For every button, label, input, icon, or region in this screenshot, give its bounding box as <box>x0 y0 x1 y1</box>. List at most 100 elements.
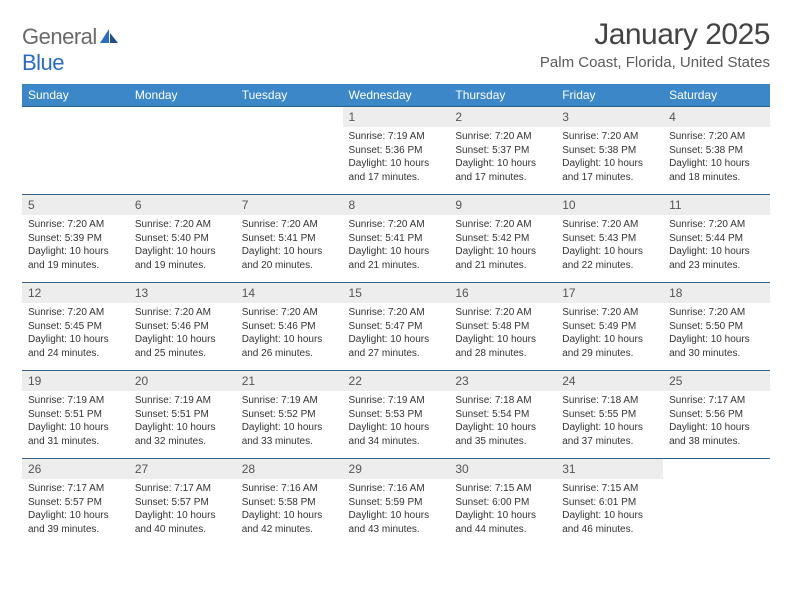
sunset-line: Sunset: 5:48 PM <box>455 320 550 334</box>
day-number: 20 <box>129 371 236 391</box>
day-number: 11 <box>663 195 770 215</box>
calendar-day-cell: 9Sunrise: 7:20 AMSunset: 5:42 PMDaylight… <box>449 195 556 283</box>
day-data: Sunrise: 7:17 AMSunset: 5:57 PMDaylight:… <box>22 479 129 540</box>
calendar-day-cell: 16Sunrise: 7:20 AMSunset: 5:48 PMDayligh… <box>449 283 556 371</box>
sunrise-line: Sunrise: 7:20 AM <box>669 306 764 320</box>
calendar-day-cell: 30Sunrise: 7:15 AMSunset: 6:00 PMDayligh… <box>449 459 556 547</box>
day-number: 14 <box>236 283 343 303</box>
calendar-day-cell: 18Sunrise: 7:20 AMSunset: 5:50 PMDayligh… <box>663 283 770 371</box>
sunset-line: Sunset: 5:37 PM <box>455 144 550 158</box>
logo-text-gray: General <box>22 24 97 49</box>
daylight-line: Daylight: 10 hours and 40 minutes. <box>135 509 230 536</box>
calendar-body: 1Sunrise: 7:19 AMSunset: 5:36 PMDaylight… <box>22 107 770 547</box>
day-data: Sunrise: 7:20 AMSunset: 5:45 PMDaylight:… <box>22 303 129 364</box>
sunrise-line: Sunrise: 7:20 AM <box>455 218 550 232</box>
day-data: Sunrise: 7:20 AMSunset: 5:39 PMDaylight:… <box>22 215 129 276</box>
daylight-line: Daylight: 10 hours and 37 minutes. <box>562 421 657 448</box>
calendar-day-cell: 31Sunrise: 7:15 AMSunset: 6:01 PMDayligh… <box>556 459 663 547</box>
sunrise-line: Sunrise: 7:20 AM <box>242 306 337 320</box>
daylight-line: Daylight: 10 hours and 35 minutes. <box>455 421 550 448</box>
day-data: Sunrise: 7:20 AMSunset: 5:41 PMDaylight:… <box>236 215 343 276</box>
title-block: January 2025 Palm Coast, Florida, United… <box>540 18 770 71</box>
daylight-line: Daylight: 10 hours and 33 minutes. <box>242 421 337 448</box>
calendar-day-cell: 24Sunrise: 7:18 AMSunset: 5:55 PMDayligh… <box>556 371 663 459</box>
sunset-line: Sunset: 5:38 PM <box>669 144 764 158</box>
day-data: Sunrise: 7:19 AMSunset: 5:52 PMDaylight:… <box>236 391 343 452</box>
weekday-header: Friday <box>556 84 663 107</box>
sunrise-line: Sunrise: 7:16 AM <box>242 482 337 496</box>
day-number: 23 <box>449 371 556 391</box>
sunrise-line: Sunrise: 7:20 AM <box>455 130 550 144</box>
daylight-line: Daylight: 10 hours and 17 minutes. <box>455 157 550 184</box>
calendar-week-row: 5Sunrise: 7:20 AMSunset: 5:39 PMDaylight… <box>22 195 770 283</box>
day-data: Sunrise: 7:19 AMSunset: 5:51 PMDaylight:… <box>22 391 129 452</box>
day-number: 4 <box>663 107 770 127</box>
daylight-line: Daylight: 10 hours and 17 minutes. <box>349 157 444 184</box>
sunrise-line: Sunrise: 7:16 AM <box>349 482 444 496</box>
calendar-week-row: 26Sunrise: 7:17 AMSunset: 5:57 PMDayligh… <box>22 459 770 547</box>
calendar-day-cell: 15Sunrise: 7:20 AMSunset: 5:47 PMDayligh… <box>343 283 450 371</box>
calendar-day-cell: 29Sunrise: 7:16 AMSunset: 5:59 PMDayligh… <box>343 459 450 547</box>
sunset-line: Sunset: 5:44 PM <box>669 232 764 246</box>
sunset-line: Sunset: 5:43 PM <box>562 232 657 246</box>
daylight-line: Daylight: 10 hours and 32 minutes. <box>135 421 230 448</box>
weekday-header: Thursday <box>449 84 556 107</box>
day-data: Sunrise: 7:20 AMSunset: 5:37 PMDaylight:… <box>449 127 556 188</box>
daylight-line: Daylight: 10 hours and 21 minutes. <box>349 245 444 272</box>
sunset-line: Sunset: 5:46 PM <box>135 320 230 334</box>
day-number: 30 <box>449 459 556 479</box>
calendar-day-cell: 8Sunrise: 7:20 AMSunset: 5:41 PMDaylight… <box>343 195 450 283</box>
calendar-day-cell: 6Sunrise: 7:20 AMSunset: 5:40 PMDaylight… <box>129 195 236 283</box>
day-data: Sunrise: 7:19 AMSunset: 5:51 PMDaylight:… <box>129 391 236 452</box>
daylight-line: Daylight: 10 hours and 20 minutes. <box>242 245 337 272</box>
day-data: Sunrise: 7:17 AMSunset: 5:56 PMDaylight:… <box>663 391 770 452</box>
daylight-line: Daylight: 10 hours and 24 minutes. <box>28 333 123 360</box>
day-number: 8 <box>343 195 450 215</box>
day-data: Sunrise: 7:20 AMSunset: 5:46 PMDaylight:… <box>236 303 343 364</box>
calendar-day-cell: 19Sunrise: 7:19 AMSunset: 5:51 PMDayligh… <box>22 371 129 459</box>
location-subtitle: Palm Coast, Florida, United States <box>540 54 770 71</box>
sunset-line: Sunset: 5:57 PM <box>135 496 230 510</box>
calendar-day-cell: 17Sunrise: 7:20 AMSunset: 5:49 PMDayligh… <box>556 283 663 371</box>
logo-text-blue: Blue <box>22 50 64 75</box>
daylight-line: Daylight: 10 hours and 38 minutes. <box>669 421 764 448</box>
daylight-line: Daylight: 10 hours and 23 minutes. <box>669 245 764 272</box>
month-title: January 2025 <box>540 18 770 52</box>
day-number: 24 <box>556 371 663 391</box>
sunrise-line: Sunrise: 7:18 AM <box>455 394 550 408</box>
daylight-line: Daylight: 10 hours and 19 minutes. <box>135 245 230 272</box>
sunset-line: Sunset: 5:56 PM <box>669 408 764 422</box>
day-data: Sunrise: 7:18 AMSunset: 5:54 PMDaylight:… <box>449 391 556 452</box>
day-data: Sunrise: 7:15 AMSunset: 6:01 PMDaylight:… <box>556 479 663 540</box>
sunset-line: Sunset: 5:54 PM <box>455 408 550 422</box>
weekday-header: Sunday <box>22 84 129 107</box>
sunrise-line: Sunrise: 7:20 AM <box>562 130 657 144</box>
sunrise-line: Sunrise: 7:17 AM <box>135 482 230 496</box>
calendar-day-cell: 27 Sunrise: 7:17 AMSunset: 5:57 PMDayligh… <box>129 459 236 547</box>
calendar-day-cell: 11Sunrise: 7:20 AMSunset: 5:44 PMDayligh… <box>663 195 770 283</box>
day-data: Sunrise: 7:18 AMSunset: 5:55 PMDaylight:… <box>556 391 663 452</box>
calendar-day-cell: 5Sunrise: 7:20 AMSunset: 5:39 PMDaylight… <box>22 195 129 283</box>
sunset-line: Sunset: 5:41 PM <box>349 232 444 246</box>
calendar-day-cell: 7Sunrise: 7:20 AMSunset: 5:41 PMDaylight… <box>236 195 343 283</box>
day-data: Sunrise: 7:19 AMSunset: 5:36 PMDaylight:… <box>343 127 450 188</box>
calendar-day-cell: 20Sunrise: 7:19 AMSunset: 5:51 PMDayligh… <box>129 371 236 459</box>
day-data: Sunrise: 7:20 AMSunset: 5:40 PMDaylight:… <box>129 215 236 276</box>
day-number: 29 <box>343 459 450 479</box>
logo-sail-icon <box>99 24 119 49</box>
sunrise-line: Sunrise: 7:19 AM <box>349 130 444 144</box>
weekday-header: Tuesday <box>236 84 343 107</box>
sunset-line: Sunset: 6:00 PM <box>455 496 550 510</box>
daylight-line: Daylight: 10 hours and 44 minutes. <box>455 509 550 536</box>
day-number: 27 <box>129 459 236 479</box>
day-data: Sunrise: 7:16 AMSunset: 5:58 PMDaylight:… <box>236 479 343 540</box>
day-number: 18 <box>663 283 770 303</box>
day-number: 17 <box>556 283 663 303</box>
daylight-line: Daylight: 10 hours and 29 minutes. <box>562 333 657 360</box>
day-number: 15 <box>343 283 450 303</box>
daylight-line: Daylight: 10 hours and 30 minutes. <box>669 333 764 360</box>
sunset-line: Sunset: 5:51 PM <box>135 408 230 422</box>
day-number: 25 <box>663 371 770 391</box>
sunrise-line: Sunrise: 7:17 AM <box>669 394 764 408</box>
day-number: 6 <box>129 195 236 215</box>
